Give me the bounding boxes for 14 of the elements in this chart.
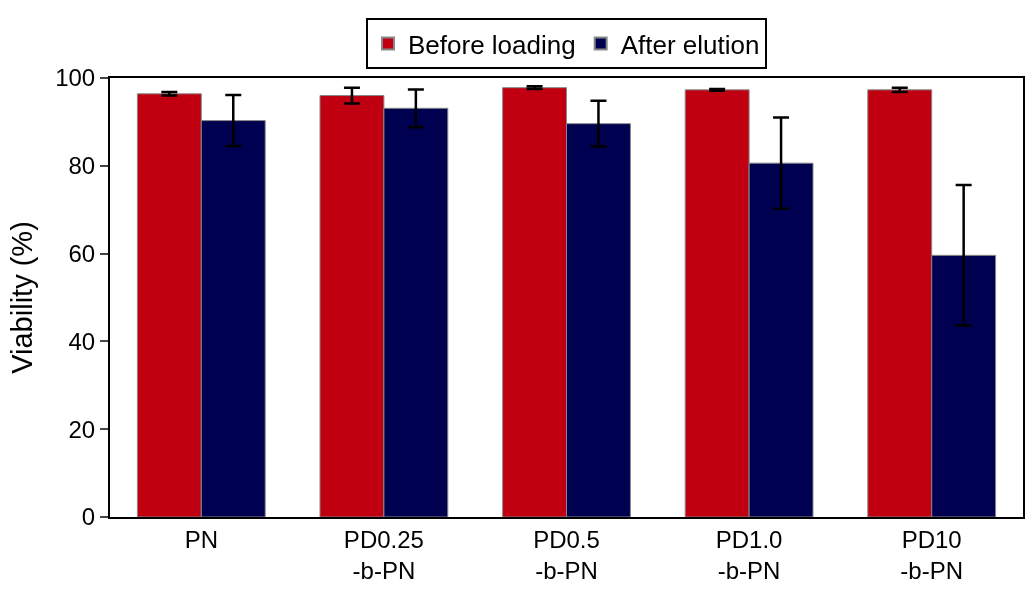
y-tick-label: 0 (81, 503, 96, 531)
legend-label: After elution (620, 29, 760, 60)
x-tick-label: PD10 -b-PN (900, 525, 964, 584)
y-tick-label: 60 (68, 240, 96, 267)
y-tick-label: 80 (68, 152, 96, 180)
x-tick-label: PD1.0 -b-PN (715, 525, 783, 584)
y-tick-label: 100 (55, 64, 96, 92)
y-tick-label: 40 (68, 327, 96, 355)
legend-label: Before loading (408, 29, 576, 60)
x-tick-label: PN (184, 525, 218, 553)
x-tick-label: PD0.5 -b-PN (533, 525, 600, 584)
x-tick-label: PD0.25 -b-PN (343, 525, 424, 584)
y-axis-title: Viability (%) (6, 221, 38, 374)
y-tick-label: 20 (68, 415, 96, 443)
